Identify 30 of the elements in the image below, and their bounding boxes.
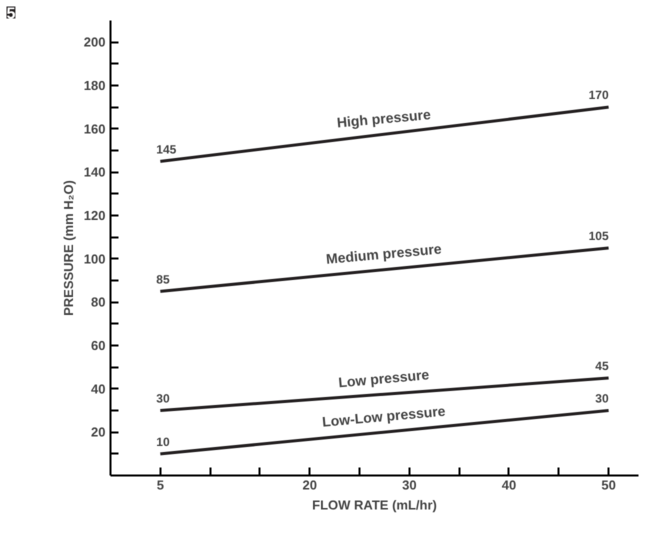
text: 5	[6, 6, 16, 22]
x-tick-label: 5	[156, 478, 164, 492]
data-label: 170	[588, 88, 609, 102]
x-axis-title: FLOW RATE (mL/hr)	[312, 498, 437, 512]
x-tick-label: 30	[402, 478, 417, 492]
y-axis-title: PRESSURE (mm H₂O)	[60, 180, 76, 316]
data-label: 30	[595, 392, 609, 406]
x-tick-label: 40	[502, 478, 516, 492]
y-tick-label: 80	[91, 294, 106, 310]
x-tick-label: 50	[601, 478, 616, 492]
y-tick-label: 140	[84, 164, 106, 180]
x-tick-label: 20	[302, 478, 317, 492]
data-label: 145	[156, 142, 177, 156]
data-label: 45	[595, 359, 609, 373]
data-label: 30	[156, 392, 170, 406]
y-tick-label: 160	[84, 121, 106, 136]
text: High pressure	[336, 106, 432, 130]
y-tick-label: 120	[84, 208, 106, 223]
data-label: 10	[156, 434, 170, 449]
y-tick-label: 180	[84, 78, 106, 93]
y-tick-label: 20	[91, 424, 106, 440]
y-tick-label: 100	[84, 251, 106, 266]
data-label: 105	[588, 229, 609, 243]
text: Low pressure	[338, 366, 430, 390]
text: Low-Low pressure	[321, 402, 446, 430]
y-tick-label: 60	[91, 338, 106, 353]
text: Medium pressure	[325, 240, 442, 267]
data-label: 85	[156, 272, 170, 286]
y-tick-label: 40	[91, 381, 106, 396]
y-tick-label: 200	[84, 34, 106, 50]
